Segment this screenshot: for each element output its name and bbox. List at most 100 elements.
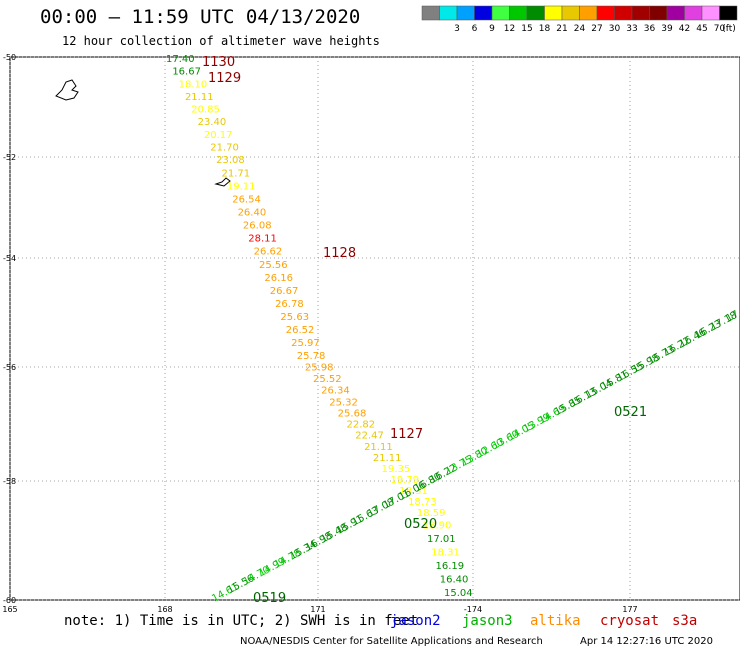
- colorbar-swatch: [684, 5, 703, 21]
- swh-label: 26.08: [243, 221, 272, 232]
- swh-label: 25.78: [297, 351, 326, 362]
- swh-label: 23.40: [198, 117, 227, 128]
- swh-label: 25.98: [305, 363, 334, 374]
- lat-tick-label: -56: [3, 363, 16, 372]
- page-title: 00:00 – 11:59 UTC 04/13/2020: [40, 6, 361, 28]
- colorbar-swatch: [631, 5, 650, 21]
- colorbar-swatch: [701, 5, 720, 21]
- colorbar-swatch: [666, 5, 685, 21]
- colorbar-swatch: [456, 5, 475, 21]
- swh-label: 20.85: [191, 105, 220, 116]
- swh-label: 26.16: [264, 273, 293, 284]
- swh-label: 16.19: [435, 561, 464, 572]
- swh-label: 21.70: [210, 142, 239, 153]
- colorbar-tick-label: 45: [696, 24, 707, 34]
- colorbar-swatch: [649, 5, 668, 21]
- swh-label: 22.82: [346, 420, 375, 431]
- colorbar-swatch: [526, 5, 545, 21]
- swh-label: 20.17: [204, 130, 233, 141]
- legend-altika: altika: [530, 613, 581, 629]
- swh-label: 18.90: [423, 521, 452, 532]
- swh-label: 18.10: [179, 79, 208, 90]
- note-text: note: 1) Time is in UTC; 2) SWH is in fe…: [64, 613, 419, 629]
- swh-label: 26.52: [286, 325, 315, 336]
- pass-time-label: 0521: [614, 405, 647, 420]
- page-subtitle: 12 hour collection of altimeter wave hei…: [62, 34, 380, 48]
- swh-label: 19.35: [382, 464, 411, 475]
- legend-jason3: jason3: [462, 613, 513, 629]
- swh-label: 16.40: [440, 575, 469, 586]
- swh-label: 26.40: [238, 207, 267, 218]
- colorbar-tick-label: 12: [504, 24, 515, 34]
- swh-label: 21.11: [364, 442, 393, 453]
- pass-time-label: 1129: [208, 71, 241, 86]
- colorbar-swatch: [561, 5, 580, 21]
- lat-tick-label: -60: [3, 596, 16, 605]
- legend-cryosat: cryosat: [600, 613, 660, 629]
- map-frame: [9, 56, 740, 601]
- lon-tick-label: 177: [622, 605, 637, 614]
- colorbar-swatch: [509, 5, 528, 21]
- swh-label: 26.62: [254, 247, 283, 258]
- colorbar-tick-label: 27: [591, 24, 602, 34]
- lon-tick-label: 168: [157, 605, 172, 614]
- colorbar-tick-label: 18: [539, 24, 551, 34]
- colorbar-tick-label: 3: [454, 24, 460, 34]
- colorbar-swatch: [579, 5, 598, 21]
- swh-label: 17.01: [427, 534, 456, 545]
- pass-time-label: 1130: [202, 55, 235, 70]
- lon-tick-label: 165: [2, 605, 17, 614]
- swh-label: 15.04: [444, 588, 473, 599]
- colorbar-tick-label: 39: [661, 24, 673, 34]
- swh-label: 25.52: [313, 374, 342, 385]
- swh-label: 17.40: [166, 54, 195, 65]
- pass-time-label: 0519: [253, 591, 286, 606]
- colorbar-swatch: [439, 5, 458, 21]
- colorbar-tick-label: 21: [556, 24, 567, 34]
- swh-label: 26.67: [270, 286, 299, 297]
- lat-tick-label: -52: [3, 153, 16, 162]
- swh-label: 16.67: [172, 67, 201, 78]
- colorbar-unit: (ft): [722, 24, 736, 34]
- colorbar-swatch: [491, 5, 510, 21]
- swh-label: 25.32: [329, 397, 358, 408]
- swh-label: 19.11: [227, 181, 256, 192]
- swh-label: 25.56: [259, 260, 288, 271]
- lon-tick-label: 171: [310, 605, 325, 614]
- pass-time-label: 1128: [323, 246, 356, 261]
- swh-label: 26.78: [275, 299, 304, 310]
- lat-tick-label: -58: [3, 477, 16, 486]
- swh-label: 17.00: [724, 301, 740, 324]
- legend-jason2: jason2: [390, 613, 441, 629]
- colorbar-tick-label: 6: [472, 24, 478, 34]
- colorbar-swatch: [719, 5, 738, 21]
- colorbar-tick-label: 9: [489, 24, 495, 34]
- island-auckland: [55, 79, 79, 101]
- footer-timestamp: Apr 14 12:27:16 UTC 2020: [580, 636, 713, 647]
- swh-label: 18.31: [431, 548, 460, 559]
- colorbar-tick-label: 15: [521, 24, 532, 34]
- swh-label: 18.31: [399, 486, 428, 497]
- colorbar-tick-label: 42: [679, 24, 690, 34]
- swh-label: 25.63: [280, 312, 309, 323]
- colorbar-tick-label: 70: [714, 24, 726, 34]
- pass-time-label: 0520: [404, 517, 437, 532]
- colorbar-tick-label: 30: [609, 24, 621, 34]
- legend-s3a: s3a: [672, 613, 698, 629]
- swh-label: 18.73: [408, 497, 437, 508]
- colorbar-swatch: [421, 5, 440, 21]
- swh-label: 21.11: [373, 453, 402, 464]
- swh-label: 23.08: [216, 155, 245, 166]
- colorbar-tick-label: 33: [626, 24, 637, 34]
- swh-label: 21.71: [222, 168, 251, 179]
- colorbar-swatch: [596, 5, 615, 21]
- island-campbell: [214, 177, 231, 187]
- swh-label: 25.97: [291, 338, 320, 349]
- swh-label: 25.68: [338, 409, 367, 420]
- colorbar-swatch: [544, 5, 563, 21]
- swh-label: 26.54: [232, 194, 261, 205]
- lat-tick-label: -54: [3, 254, 16, 263]
- swh-label: 26.34: [321, 386, 350, 397]
- swh-label: 18.59: [417, 508, 446, 519]
